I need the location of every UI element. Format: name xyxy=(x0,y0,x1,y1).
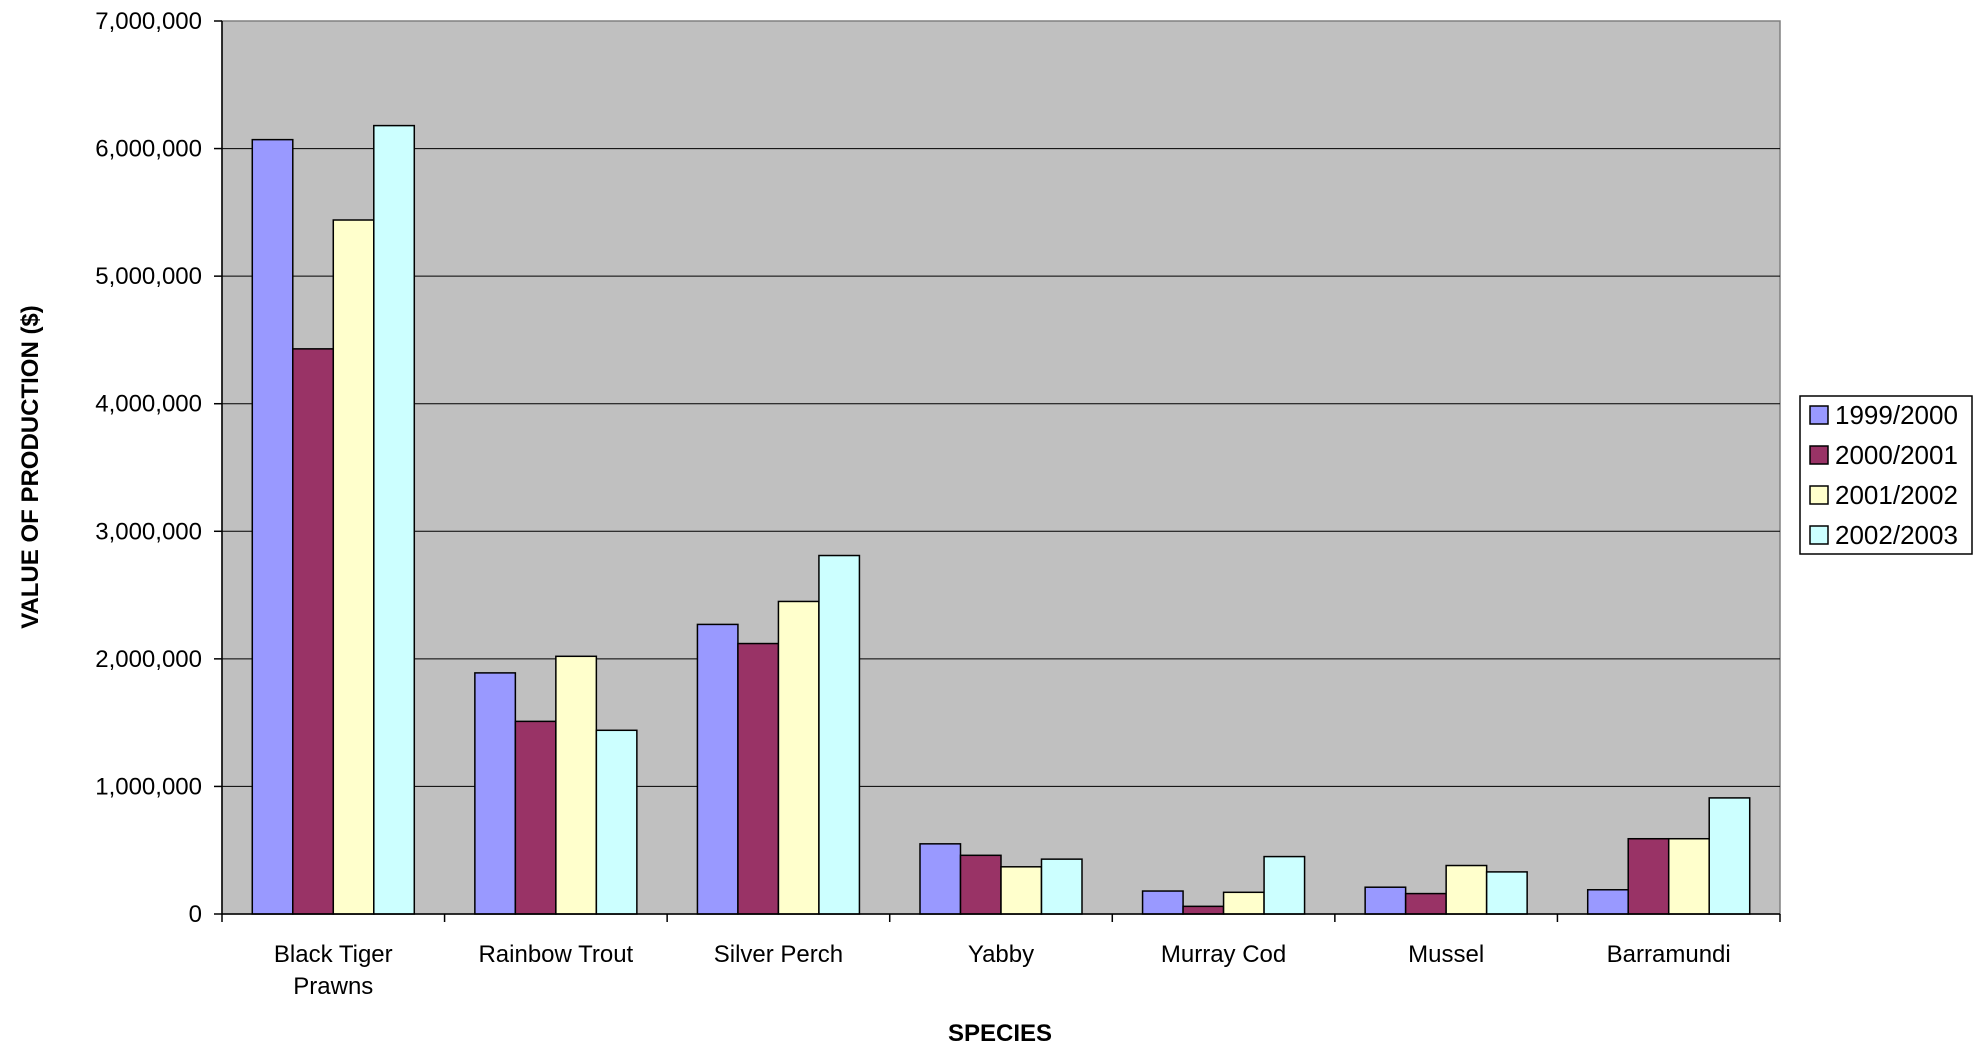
bar-2001-2002-rainbow-trout xyxy=(555,655,598,915)
legend-swatch xyxy=(1809,525,1829,545)
legend-label: 2000/2001 xyxy=(1835,440,1958,470)
bar-2000-2001-yabby xyxy=(959,854,1002,915)
y-axis-title: VALUE OF PRODUCTION ($) xyxy=(17,305,44,629)
bar-2001-2002-murray-cod xyxy=(1222,891,1265,915)
bar-1999-2000-mussel xyxy=(1364,886,1407,915)
bars xyxy=(251,124,1751,915)
bar-2001-2002-black-tiger-prawns xyxy=(332,219,375,915)
y-tick-label: 1,000,000 xyxy=(95,773,202,800)
legend-label: 2001/2002 xyxy=(1835,480,1958,510)
legend-swatch xyxy=(1809,405,1829,425)
y-tick-label: 5,000,000 xyxy=(95,263,202,290)
bar-2002-2003-barramundi xyxy=(1708,797,1751,915)
bar-2000-2001-mussel xyxy=(1404,892,1447,915)
bar-2002-2003-rainbow-trout xyxy=(595,729,638,915)
plot-area xyxy=(221,20,1781,915)
y-tick-label: 0 xyxy=(189,901,202,928)
legend-label: 1999/2000 xyxy=(1835,400,1958,430)
bar-2002-2003-silver-perch xyxy=(818,554,861,915)
y-tick-label: 3,000,000 xyxy=(95,518,202,545)
bar-2000-2001-barramundi xyxy=(1627,837,1670,915)
bar-2000-2001-murray-cod xyxy=(1182,905,1225,915)
bar-2000-2001-black-tiger-prawns xyxy=(292,348,335,915)
bar-2002-2003-murray-cod xyxy=(1263,855,1306,915)
bar-2002-2003-yabby xyxy=(1040,858,1083,915)
legend-label: 2002/2003 xyxy=(1835,520,1958,550)
x-tick-label: Murray Cod xyxy=(1161,941,1286,968)
bar-1999-2000-black-tiger-prawns xyxy=(251,138,294,915)
x-tick-label: Mussel xyxy=(1408,941,1484,968)
bar-2002-2003-black-tiger-prawns xyxy=(373,124,416,915)
bar-2001-2002-barramundi xyxy=(1667,837,1710,915)
bar-2002-2003-mussel xyxy=(1485,871,1528,915)
y-tick-label: 2,000,000 xyxy=(95,646,202,673)
bar-1999-2000-murray-cod xyxy=(1141,890,1184,915)
gridlines xyxy=(222,148,1780,787)
x-tick-label: Silver Perch xyxy=(714,941,843,968)
x-axis-title: SPECIES xyxy=(948,1020,1052,1047)
legend-swatch xyxy=(1809,445,1829,465)
bar-1999-2000-yabby xyxy=(919,843,962,915)
x-tick-label: Rainbow Trout xyxy=(478,941,633,968)
y-tick-label: 7,000,000 xyxy=(95,8,202,35)
bar-1999-2000-rainbow-trout xyxy=(474,672,517,915)
y-tick-label: 4,000,000 xyxy=(95,391,202,418)
bar-2001-2002-silver-perch xyxy=(777,600,820,915)
x-tick-labels: Black Tiger Prawns Rainbow Trout Silver Per… xyxy=(274,941,1731,1000)
y-tick-label: 6,000,000 xyxy=(95,136,202,163)
x-tick-label: Yabby xyxy=(968,941,1034,968)
legend: 1999/2000 2000/2001 2001/2002 2002/2003 xyxy=(1799,395,1973,555)
bar-1999-2000-barramundi xyxy=(1586,889,1629,915)
bar-2000-2001-silver-perch xyxy=(737,642,780,915)
legend-swatch xyxy=(1809,485,1829,505)
axes xyxy=(214,20,1781,922)
bar-2001-2002-yabby xyxy=(1000,866,1043,915)
bar-2000-2001-rainbow-trout xyxy=(514,720,557,915)
x-tick-label: Black Tiger Prawns xyxy=(274,941,393,1000)
y-tick-labels: 0 1,000,000 2,000,000 3,000,000 4,000,000 5,0… xyxy=(95,8,202,928)
x-tick-label: Barramundi xyxy=(1607,941,1731,968)
bar-2001-2002-mussel xyxy=(1445,864,1488,915)
bar-1999-2000-silver-perch xyxy=(696,623,739,915)
